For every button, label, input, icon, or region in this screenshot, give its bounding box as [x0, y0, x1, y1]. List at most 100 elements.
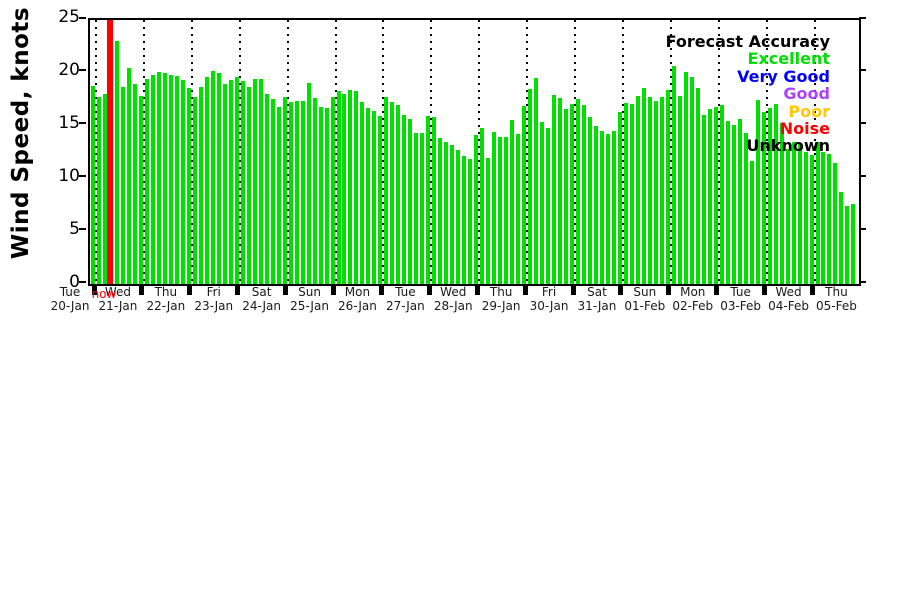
day-name-label: Tue [59, 285, 81, 299]
wind-bar [611, 130, 616, 284]
day-name-label: Thu [154, 285, 178, 299]
now-label: now [91, 287, 117, 301]
now-line [106, 19, 114, 284]
wind-bar [396, 105, 401, 284]
wind-bar [114, 40, 119, 284]
wind-bar [180, 79, 185, 284]
wind-bar [558, 97, 563, 284]
wind-bar [240, 80, 245, 284]
wind-bar [162, 73, 167, 284]
wind-bar [552, 94, 557, 284]
wind-bar [689, 76, 694, 284]
day-date-label: 05-Feb [816, 298, 857, 313]
wind-bar [629, 104, 634, 284]
legend-item: Poor [788, 101, 830, 121]
day-name-label: Sun [298, 285, 321, 299]
day-gridline [621, 19, 624, 284]
wind-bar [641, 88, 646, 284]
day-tick [522, 284, 528, 295]
y-tick-mark [859, 69, 866, 72]
wind-bar [312, 97, 317, 284]
wind-bar [617, 111, 622, 284]
wind-bar [587, 116, 592, 284]
wind-bar [486, 158, 491, 284]
day-label: Thu 29-Jan [469, 285, 533, 313]
wind-bar [683, 72, 688, 284]
wind-bar [803, 151, 808, 284]
day-tick [810, 284, 815, 295]
day-name-label: Tue [395, 285, 416, 299]
wind-bar [414, 132, 419, 284]
day-date-label: 22-Jan [146, 298, 186, 313]
y-tick-label: 10 [58, 165, 80, 186]
wind-bar [174, 75, 179, 284]
day-tick [474, 284, 480, 295]
y-tick-mark [78, 175, 86, 178]
day-date-label: 02-Feb [672, 298, 714, 313]
day-label: Mon 02-Feb [661, 285, 725, 313]
wind-bar [707, 109, 712, 284]
wind-bar [468, 159, 473, 284]
day-label: Sat 31-Jan [565, 285, 629, 313]
day-gridline [382, 19, 385, 284]
wind-bar [480, 128, 485, 284]
y-tick-label: 5 [69, 218, 80, 239]
wind-bar [851, 203, 856, 284]
wind-bar [252, 78, 257, 284]
day-tick [91, 284, 97, 295]
wind-bar [420, 132, 425, 284]
day-label: Fri 23-Jan [182, 285, 246, 313]
wind-bar [198, 87, 203, 284]
legend-item: Noise [779, 119, 830, 139]
y-tick-label: 20 [58, 59, 80, 80]
y-tick-mark [78, 122, 86, 125]
plot-area [87, 17, 861, 286]
wind-bar [564, 109, 569, 284]
day-label: Wed 21-Jan [86, 285, 150, 313]
wind-bar [821, 151, 826, 284]
day-label: Sat 24-Jan [230, 285, 294, 313]
day-tick [331, 284, 336, 295]
wind-bar [270, 98, 275, 284]
day-tick [187, 284, 193, 295]
wind-bar [246, 87, 251, 284]
legend-item: Good [783, 84, 830, 104]
wind-bar [516, 133, 521, 284]
y-tick-mark [78, 281, 86, 283]
wind-bar [120, 87, 125, 284]
wind-bar [150, 74, 155, 284]
wind-bar [773, 104, 778, 284]
wind-bar [737, 118, 742, 284]
day-tick [378, 284, 384, 295]
legend-title: Forecast Accuracy [665, 32, 830, 51]
wind-bar [456, 149, 461, 284]
y-tick-mark [859, 16, 866, 19]
day-tick [570, 284, 576, 295]
day-tick [426, 284, 432, 295]
day-date-label: 03-Feb [720, 298, 762, 313]
wind-bar [839, 191, 844, 284]
day-tick [139, 284, 145, 295]
day-gridline [430, 19, 433, 284]
wind-bar [210, 71, 215, 284]
day-gridline [286, 19, 289, 284]
wind-bar [222, 84, 227, 284]
wind-bar [366, 108, 371, 284]
day-gridline [478, 19, 481, 284]
wind-bar [510, 120, 515, 284]
day-name-label: Wed [440, 285, 467, 299]
day-tick [235, 284, 241, 295]
wind-bar [91, 86, 95, 284]
wind-bar [264, 93, 269, 284]
wind-bar [749, 161, 754, 284]
wind-bar [384, 96, 389, 284]
legend: Forecast Accuracy Excellent Very Good Good… [666, 33, 830, 155]
wind-bar [372, 110, 377, 284]
wind-bar [546, 128, 551, 284]
wind-bar [581, 105, 586, 284]
day-name-label: Tue [730, 285, 751, 299]
day-name-label: Fri [541, 285, 557, 299]
legend-item: Very Good [737, 66, 830, 86]
wind-bar [623, 103, 628, 284]
